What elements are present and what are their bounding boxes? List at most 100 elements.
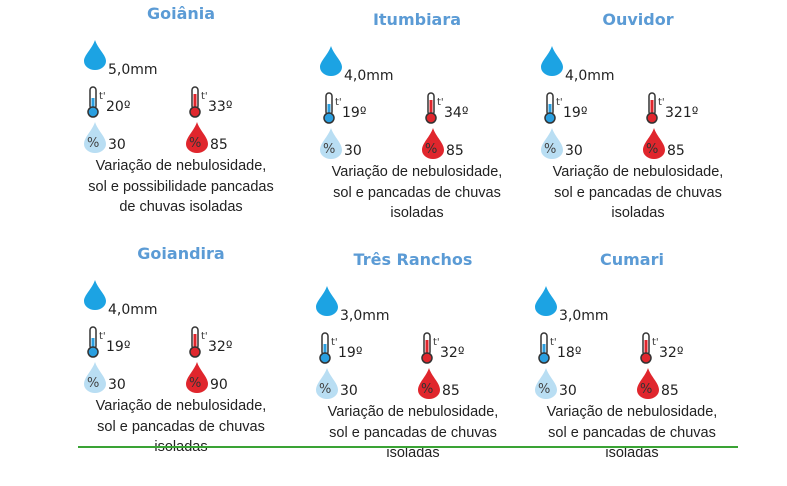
thermometer-cold-icon: t': [319, 332, 338, 364]
svg-text:t': t': [201, 91, 208, 102]
svg-text:t': t': [335, 97, 342, 108]
rain-amount: 4,0mm: [565, 68, 615, 84]
description-line: Variação de nebulosidade,: [552, 164, 724, 180]
divider-line: [78, 446, 738, 448]
city-name: Cumari: [600, 250, 664, 269]
temp-max: 321º: [665, 105, 699, 121]
temp-max: 33º: [208, 99, 233, 115]
temp-max: 32º: [659, 345, 684, 361]
humidity-low-icon: %: [535, 368, 557, 399]
svg-text:t': t': [99, 331, 106, 342]
svg-text:t': t': [201, 331, 208, 342]
city-name: Ouvidor: [602, 10, 674, 29]
city-forecast: Três Ranchos 3,0mm t' 19º t' 32º % 30 % …: [316, 250, 516, 486]
svg-text:t': t': [556, 97, 563, 108]
description-line: isoladas: [390, 205, 444, 221]
humidity-max: 85: [446, 143, 464, 159]
rain-amount: 4,0mm: [108, 302, 158, 318]
raindrop-icon: [316, 286, 338, 316]
temp-min: 19º: [342, 105, 367, 121]
humidity-high-icon: %: [422, 128, 444, 159]
humidity-max: 90: [210, 377, 228, 393]
city-forecast: Ouvidor 4,0mm t' 19º t' 321º % 30 % 85 V…: [541, 10, 741, 246]
thermometer-hot-icon: t': [421, 332, 440, 364]
thermometer-hot-icon: t': [425, 92, 444, 124]
svg-text:%: %: [421, 382, 433, 397]
thermometer-cold-icon: t': [87, 326, 106, 358]
city-forecast: Goiânia 5,0mm t' 20º t' 33º % 30 % 85 Va…: [84, 4, 284, 240]
description-line: sol e pancadas de chuvas: [554, 184, 722, 201]
humidity-low-icon: %: [320, 128, 342, 159]
humidity-max: 85: [667, 143, 685, 159]
svg-text:%: %: [87, 376, 99, 391]
rain-amount: 3,0mm: [340, 308, 390, 324]
description-line: Variação de nebulosidade,: [327, 404, 499, 420]
svg-text:t': t': [437, 97, 444, 108]
humidity-high-icon: %: [418, 368, 440, 399]
svg-text:t': t': [433, 337, 440, 348]
temp-min: 18º: [557, 345, 582, 361]
description-line: isoladas: [611, 205, 665, 221]
svg-text:%: %: [640, 382, 652, 397]
svg-text:t': t': [99, 91, 106, 102]
description-line: Variação de nebulosidade,: [95, 158, 267, 174]
forecast-description: Variação de nebulosidade, sol e pancadas…: [482, 402, 782, 464]
humidity-min: 30: [344, 143, 362, 159]
humidity-high-icon: %: [637, 368, 659, 399]
raindrop-icon: [320, 46, 342, 76]
thermometer-hot-icon: t': [189, 326, 208, 358]
city-name: Goiânia: [146, 4, 216, 23]
thermometer-cold-icon: t': [323, 92, 342, 124]
humidity-low-icon: %: [84, 122, 106, 153]
rain-amount: 5,0mm: [108, 62, 158, 78]
forecast-description: Variação de nebulosidade, sol e pancadas…: [488, 162, 787, 224]
forecast-description: Variação de nebulosidade, sol e pancadas…: [267, 162, 567, 224]
humidity-high-icon: %: [186, 122, 208, 153]
svg-text:t': t': [652, 337, 659, 348]
temp-min: 19º: [106, 339, 131, 355]
humidity-max: 85: [661, 383, 679, 399]
description-line: de chuvas isoladas: [119, 199, 243, 215]
city-name: Itumbiara: [372, 10, 462, 29]
forecast-description: Variação de nebulosidade, sol e possibil…: [31, 156, 331, 218]
description-line: sol e possibilidade pancadas: [88, 178, 274, 195]
humidity-low-icon: %: [84, 362, 106, 393]
temp-max: 34º: [444, 105, 469, 121]
svg-text:%: %: [189, 136, 201, 151]
description-line: Variação de nebulosidade,: [331, 164, 503, 180]
humidity-min: 30: [565, 143, 583, 159]
temp-max: 32º: [208, 339, 233, 355]
raindrop-icon: [84, 280, 106, 310]
city-forecast: Itumbiara 4,0mm t' 19º t' 34º % 30 % 85 …: [320, 10, 520, 246]
thermometer-cold-icon: t': [87, 86, 106, 118]
raindrop-icon: [84, 40, 106, 70]
humidity-max: 85: [210, 137, 228, 153]
thermometer-cold-icon: t': [538, 332, 557, 364]
thermometer-hot-icon: t': [646, 92, 665, 124]
description-line: Variação de nebulosidade,: [95, 398, 267, 414]
city-name: Goiandira: [137, 244, 225, 263]
rain-amount: 3,0mm: [559, 308, 609, 324]
temp-min: 20º: [106, 99, 131, 115]
svg-text:%: %: [323, 142, 335, 157]
description-line: sol e pancadas de chuvas: [333, 184, 501, 201]
thermometer-cold-icon: t': [544, 92, 563, 124]
city-forecast: Cumari 3,0mm t' 18º t' 32º % 30 % 85 Var…: [535, 250, 735, 486]
description-line: sol e pancadas de chuvas: [548, 424, 716, 441]
city-forecast: Goiandira 4,0mm t' 19º t' 32º % 30 % 90 …: [84, 244, 284, 480]
humidity-max: 85: [442, 383, 460, 399]
thermometer-hot-icon: t': [640, 332, 659, 364]
svg-text:t': t': [331, 337, 338, 348]
svg-text:%: %: [646, 142, 658, 157]
humidity-min: 30: [108, 137, 126, 153]
svg-text:%: %: [87, 136, 99, 151]
humidity-min: 30: [108, 377, 126, 393]
svg-text:%: %: [538, 382, 550, 397]
description-line: Variação de nebulosidade,: [546, 404, 718, 420]
svg-text:%: %: [319, 382, 331, 397]
forecast-description: Variação de nebulosidade, sol e pancadas…: [31, 396, 331, 458]
raindrop-icon: [541, 46, 563, 76]
city-name: Três Ranchos: [353, 250, 473, 269]
svg-text:t': t': [658, 97, 665, 108]
thermometer-hot-icon: t': [189, 86, 208, 118]
